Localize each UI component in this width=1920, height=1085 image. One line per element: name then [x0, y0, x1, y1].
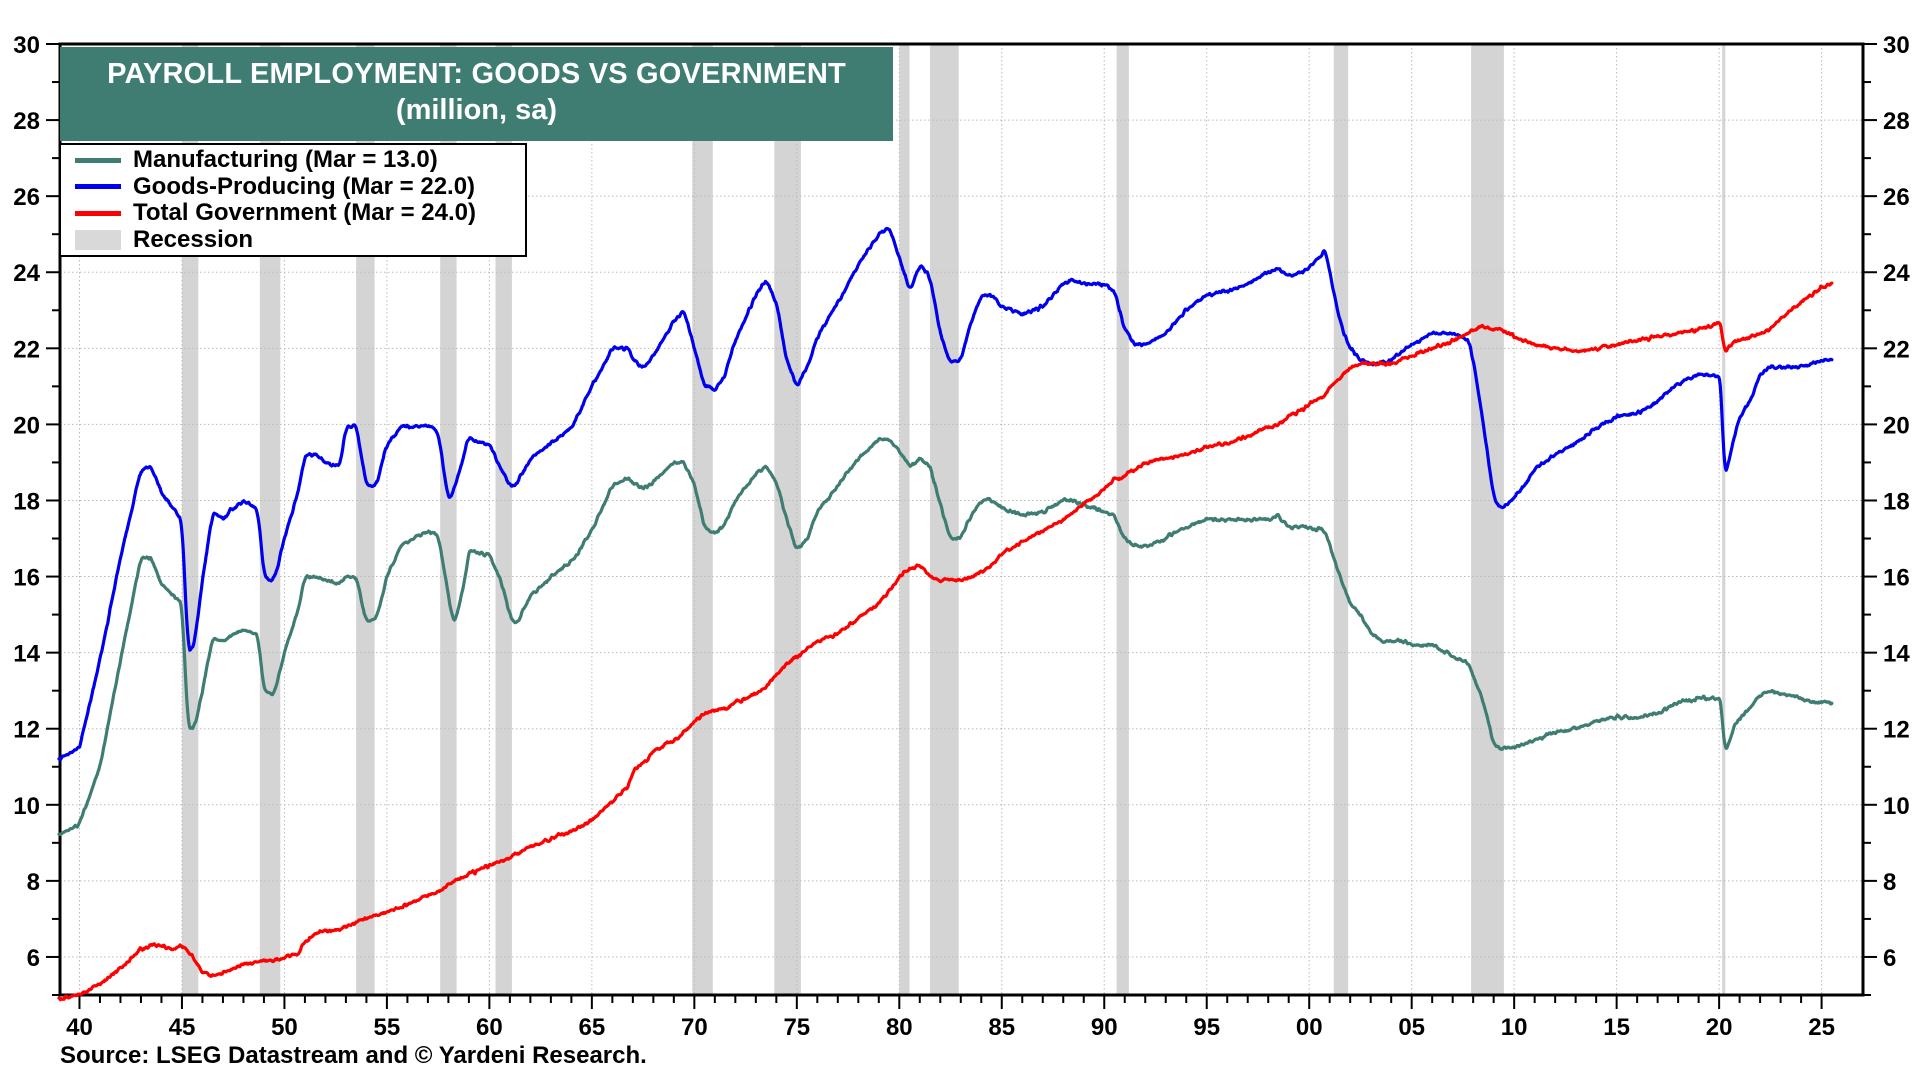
svg-text:55: 55	[374, 1014, 401, 1041]
svg-text:18: 18	[1883, 488, 1910, 515]
svg-text:10: 10	[1883, 793, 1910, 820]
svg-text:26: 26	[13, 184, 40, 211]
svg-text:22: 22	[1883, 336, 1910, 363]
svg-text:65: 65	[579, 1014, 606, 1041]
svg-text:14: 14	[1883, 641, 1910, 668]
svg-text:45: 45	[169, 1014, 196, 1041]
svg-text:28: 28	[1883, 108, 1910, 135]
svg-text:50: 50	[271, 1014, 298, 1041]
svg-text:10: 10	[13, 793, 40, 820]
svg-text:28: 28	[13, 108, 40, 135]
svg-text:22: 22	[13, 336, 40, 363]
svg-text:15: 15	[1603, 1014, 1630, 1041]
svg-text:30: 30	[13, 32, 40, 59]
svg-text:05: 05	[1398, 1014, 1425, 1041]
svg-text:95: 95	[1193, 1014, 1220, 1041]
svg-text:85: 85	[988, 1014, 1015, 1041]
svg-text:26: 26	[1883, 184, 1910, 211]
svg-text:20: 20	[1706, 1014, 1733, 1041]
svg-text:10: 10	[1501, 1014, 1528, 1041]
svg-text:12: 12	[1883, 717, 1910, 744]
svg-text:40: 40	[66, 1014, 93, 1041]
svg-text:24: 24	[13, 260, 40, 287]
svg-text:16: 16	[13, 565, 40, 592]
svg-text:60: 60	[476, 1014, 503, 1041]
svg-text:00: 00	[1296, 1014, 1323, 1041]
svg-text:20: 20	[1883, 412, 1910, 439]
svg-text:18: 18	[13, 488, 40, 515]
svg-text:6: 6	[1883, 945, 1896, 972]
svg-text:6: 6	[27, 945, 40, 972]
svg-text:12: 12	[13, 717, 40, 744]
svg-text:80: 80	[886, 1014, 913, 1041]
svg-text:24: 24	[1883, 260, 1910, 287]
svg-text:25: 25	[1808, 1014, 1835, 1041]
svg-text:20: 20	[13, 412, 40, 439]
svg-text:8: 8	[1883, 869, 1896, 896]
svg-text:30: 30	[1883, 32, 1910, 59]
svg-text:70: 70	[681, 1014, 708, 1041]
svg-text:90: 90	[1091, 1014, 1118, 1041]
svg-text:8: 8	[27, 869, 40, 896]
svg-text:75: 75	[783, 1014, 810, 1041]
svg-text:14: 14	[13, 641, 40, 668]
svg-text:16: 16	[1883, 565, 1910, 592]
